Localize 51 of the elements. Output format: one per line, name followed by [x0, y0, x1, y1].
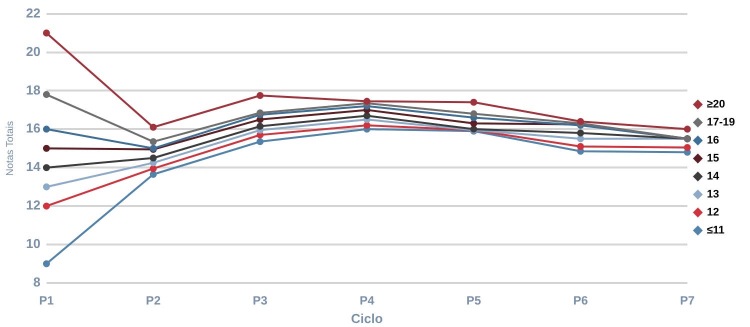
point: [42, 30, 50, 37]
point: [42, 202, 50, 210]
point: [42, 144, 50, 152]
y-tick-label: 14: [26, 159, 42, 174]
y-tick-label: 16: [26, 120, 40, 136]
point: [470, 120, 478, 127]
point: [42, 260, 50, 268]
legend-label: 12: [706, 206, 720, 219]
legend-label: 15: [706, 152, 720, 165]
legend-label: ≥20: [706, 98, 726, 111]
point: [42, 126, 50, 133]
point: [577, 135, 584, 142]
x-tick-label: P6: [573, 294, 588, 308]
legend-label: 16: [706, 134, 720, 147]
point: [577, 130, 584, 137]
point: [256, 122, 264, 130]
y-axis-title: Notas Totais: [4, 120, 16, 176]
point: [470, 98, 478, 106]
point: [150, 165, 157, 172]
x-tick-label: P3: [252, 294, 268, 308]
legend-label: 14: [706, 170, 720, 183]
x-tick-label: P1: [39, 294, 54, 308]
point: [42, 183, 50, 190]
y-tick-label: 12: [26, 198, 40, 213]
point: [684, 126, 691, 133]
point: [150, 124, 157, 131]
point: [256, 92, 264, 100]
x-tick-label: P4: [360, 294, 375, 308]
legend-label: 17-19: [706, 116, 736, 129]
y-tick-label: 10: [26, 236, 40, 252]
point: [256, 138, 264, 146]
point: [577, 142, 584, 150]
point: [363, 122, 370, 129]
x-tick-label: P5: [466, 294, 482, 308]
x-tick-label: P2: [146, 294, 161, 308]
y-tick-label: 22: [26, 5, 40, 20]
x-tick-label: P7: [680, 294, 696, 308]
point: [363, 112, 370, 120]
point: [150, 138, 157, 146]
point: [42, 164, 50, 172]
legend-label: ≤11: [706, 224, 725, 237]
x-axis-title: Ciclo: [351, 310, 383, 326]
point: [684, 144, 691, 151]
y-tick-label: 18: [26, 82, 40, 98]
point: [42, 91, 50, 98]
y-tick-label: 20: [26, 44, 40, 59]
legend-label: 13: [706, 188, 720, 201]
point: [150, 170, 157, 178]
point: [150, 154, 157, 162]
point: [470, 110, 478, 118]
y-tick-label: 8: [33, 274, 40, 290]
